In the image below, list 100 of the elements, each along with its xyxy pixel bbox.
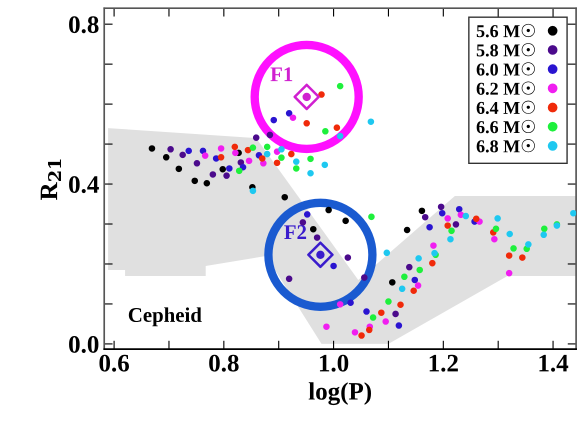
point: [401, 274, 408, 280]
point: [236, 168, 242, 174]
point: [266, 132, 274, 138]
point: [258, 155, 266, 162]
point: [438, 210, 446, 216]
point: [274, 160, 280, 166]
point: [444, 222, 451, 229]
point: [250, 40, 363, 154]
point: [506, 270, 512, 276]
point: [264, 144, 270, 150]
point: [148, 145, 156, 152]
point: [385, 298, 392, 305]
point: [426, 224, 433, 230]
point: [218, 154, 224, 161]
point: [429, 260, 436, 266]
legend-label: 6.2 M☉: [476, 81, 535, 95]
point: [366, 326, 372, 334]
point: [412, 276, 418, 284]
point: [252, 134, 260, 141]
point: [368, 214, 375, 220]
point: [510, 245, 517, 252]
point: [347, 299, 354, 306]
x-tick-label: 1.0: [320, 354, 348, 372]
point: [438, 204, 444, 210]
point: [270, 116, 278, 124]
legend-label: 6.6 M☉: [476, 120, 535, 134]
point: [202, 152, 208, 159]
point: [342, 218, 349, 224]
point: [404, 226, 410, 234]
point: [430, 242, 437, 249]
point: [322, 128, 329, 135]
point: [540, 232, 547, 238]
point: [406, 264, 413, 270]
point: [398, 286, 406, 292]
point: [368, 118, 374, 125]
point: [310, 226, 317, 232]
point: [307, 156, 314, 162]
point: [344, 254, 352, 261]
point: [307, 170, 314, 177]
point: [336, 132, 344, 140]
point: [176, 166, 182, 172]
point: [456, 206, 462, 212]
point: [384, 250, 390, 256]
x-tick-label: 1.4: [539, 354, 568, 372]
point: [162, 154, 170, 161]
point: [334, 124, 340, 131]
point: [264, 150, 270, 158]
point: [219, 166, 226, 173]
point: [491, 236, 498, 242]
point: [444, 215, 451, 222]
point: [303, 120, 310, 127]
point: [415, 255, 422, 262]
series-label: F1: [270, 67, 292, 82]
point: [325, 206, 332, 214]
point: [232, 150, 239, 156]
point: [293, 158, 300, 165]
point: [323, 323, 330, 330]
point: [410, 288, 417, 294]
point: [250, 144, 256, 151]
point: [396, 322, 402, 329]
legend-label: 6.0 M☉: [476, 62, 535, 76]
point: [314, 234, 320, 241]
point: [378, 309, 385, 316]
x-tick-label: 0.6: [99, 354, 129, 372]
legend-label: 6.8 M☉: [476, 139, 535, 152]
point: [416, 266, 423, 274]
y-tick-label: 0.8: [69, 16, 99, 34]
point: [293, 165, 300, 172]
point: [322, 162, 328, 168]
point: [304, 211, 310, 218]
point: [278, 146, 285, 153]
point: [240, 164, 246, 171]
point: [519, 254, 526, 261]
point: [506, 252, 512, 259]
point: [194, 160, 200, 167]
point: [185, 148, 192, 154]
point: [422, 214, 428, 220]
point: [204, 180, 210, 187]
point: [336, 301, 344, 308]
point: [370, 314, 376, 321]
point: [418, 208, 426, 214]
point: [336, 82, 344, 90]
legend-label: 6.4 M☉: [476, 100, 535, 114]
point: [452, 221, 460, 228]
point: [167, 146, 174, 153]
legend-label: 5.8 M☉: [476, 43, 535, 57]
point: [397, 301, 404, 308]
point: [448, 228, 455, 234]
point: [192, 178, 198, 184]
x-tick-label: 0.8: [209, 354, 239, 372]
point: [250, 188, 256, 194]
x-axis-title: log(P): [308, 382, 371, 406]
point: [389, 279, 396, 286]
point: [506, 230, 513, 238]
point: [358, 332, 365, 339]
point: [382, 318, 389, 325]
x-tick-label: 1.2: [430, 354, 458, 372]
point: [281, 194, 288, 200]
point: [541, 226, 548, 232]
point: [232, 144, 238, 150]
